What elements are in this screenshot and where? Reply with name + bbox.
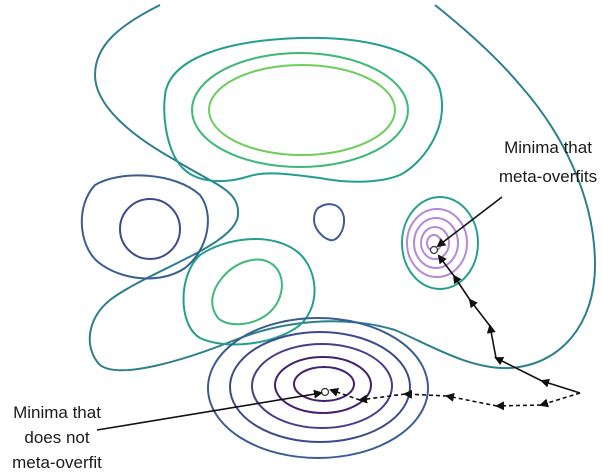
bottom-basin-ring-1 [207,317,429,459]
bottom-basin-ring-2 [229,331,411,443]
overfit-path [437,254,581,394]
top-basin-middle [191,52,409,168]
nonoverfit-label-line3: meta-overfit [12,453,102,472]
nonoverfit-label-pointer [96,389,323,431]
middle-basin-outer [182,238,316,346]
overfit-label-pointer [436,196,503,248]
overfit-minimum-marker [429,245,439,255]
right-basin-ring-2 [413,217,459,269]
middle-basin-inner [211,258,283,326]
top-basin-outer [163,36,443,183]
nonoverfit-label-line1: Minima that [13,403,101,422]
nonoverfit-label-line2: does not [24,428,89,447]
right-basin-ring-3 [420,226,450,260]
overfit-label-line1: Minima that [504,138,592,157]
center-small-contour [312,203,346,242]
left-basin-inner [119,198,181,260]
nonoverfit-path [329,388,581,411]
outer-contour [88,4,597,372]
bottom-basin-ring-5 [293,366,355,402]
bottom-basin-ring-4 [274,356,372,414]
bottom-basin-ring-3 [251,343,393,429]
nonoverfit-minimum-marker [320,387,330,397]
right-basin-outer [401,196,479,290]
overfit-label-line2: meta-overfits [499,167,597,186]
top-basin-inner [208,64,396,156]
right-basin-ring-1 [406,208,468,278]
left-basin-outer [80,174,209,280]
